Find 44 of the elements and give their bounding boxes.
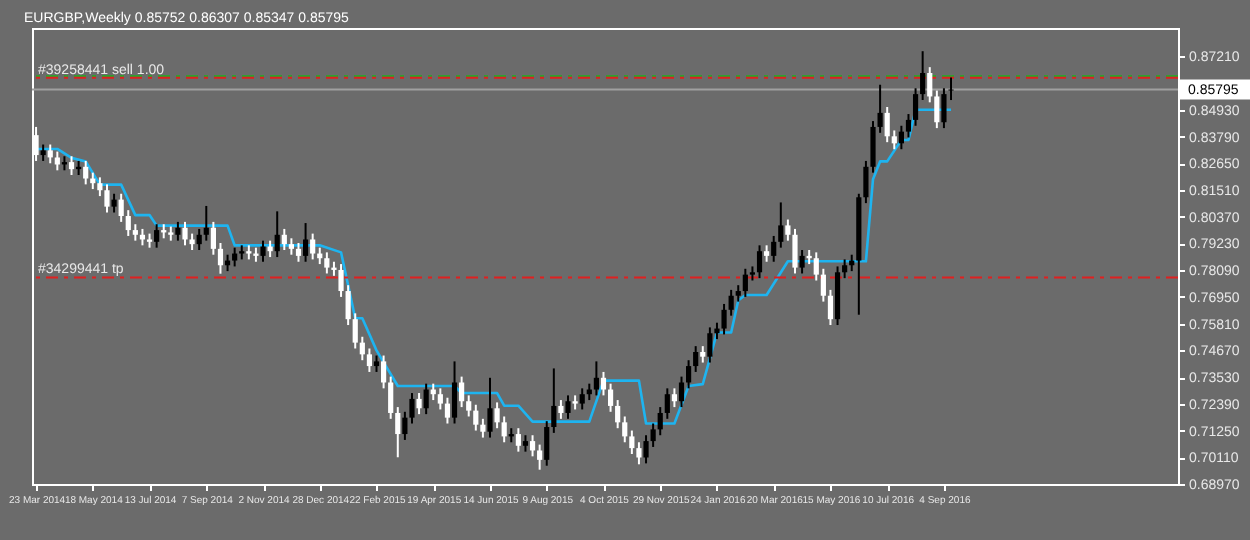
candlestick — [260, 239, 266, 263]
candlestick — [799, 249, 805, 275]
candlestick — [537, 443, 543, 471]
candlestick — [310, 232, 316, 261]
candlestick — [104, 183, 110, 214]
candlestick — [366, 347, 373, 373]
candlestick — [884, 106, 890, 144]
candlestick — [232, 246, 238, 268]
candlestick — [515, 427, 521, 453]
candlestick — [459, 375, 465, 409]
candlestick — [473, 403, 479, 432]
candlestick — [487, 376, 493, 439]
candlestick — [451, 360, 458, 425]
candlestick — [295, 241, 302, 263]
candlestick — [905, 113, 912, 139]
candlestick — [302, 222, 309, 263]
candlestick — [742, 267, 748, 298]
candlestick — [281, 227, 287, 252]
candlestick — [83, 159, 89, 186]
candlestick — [792, 227, 798, 275]
candlestick — [182, 220, 188, 247]
candlestick — [423, 382, 429, 416]
candlestick — [324, 251, 330, 275]
candlestick — [593, 360, 599, 397]
candlestick — [834, 265, 841, 327]
candlestick — [600, 370, 607, 397]
candlestick — [707, 326, 713, 364]
candlestick — [444, 396, 451, 425]
candlestick — [47, 143, 53, 165]
candlestick — [558, 399, 564, 420]
candlestick — [529, 434, 536, 458]
candlestick — [68, 155, 75, 176]
candlestick — [416, 392, 422, 416]
candlestick — [274, 210, 280, 259]
candlestick — [203, 204, 209, 242]
candlestick — [756, 244, 763, 280]
candlestick — [54, 150, 60, 172]
candlestick — [565, 394, 571, 420]
candlestick — [175, 220, 181, 242]
candlestick — [579, 387, 585, 411]
candlestick — [671, 387, 678, 409]
candlestick — [501, 415, 507, 444]
candlestick — [111, 192, 117, 214]
candlestick — [154, 223, 160, 249]
